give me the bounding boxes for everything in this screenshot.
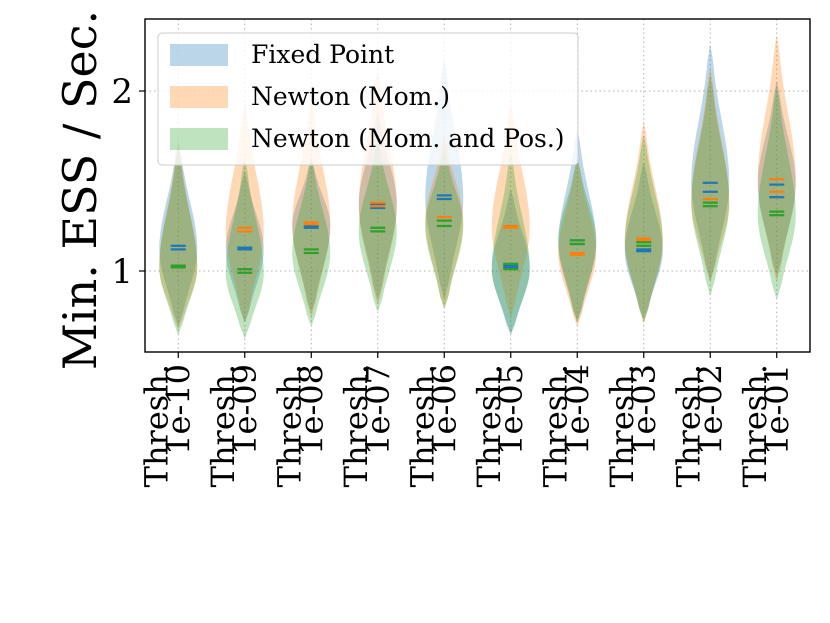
x-tick-label-line: Thresh. (204, 364, 242, 487)
violin-body (691, 76, 730, 295)
x-tick-label-text: Thresh.1e-03 (603, 364, 663, 487)
violin-body (358, 141, 397, 311)
plot-frame (144, 18, 811, 353)
x-axis: Thresh.1e-10 Thresh.1e-09 Thresh.1e-08 Thre… (137, 352, 796, 487)
x-tick-label: Thresh.1e-04 (536, 364, 596, 487)
legend-swatch (170, 128, 228, 150)
x-tick-label-line: Thresh. (470, 364, 508, 487)
violin-body (292, 159, 331, 311)
x-tick-label-line: 1e-01 (758, 364, 796, 455)
x-tick-label-text: Thresh.1e-10 (137, 364, 197, 487)
legend-label: Newton (Mom. and Pos.) (251, 124, 565, 153)
y-tick-label: 2 (111, 72, 133, 112)
legend-swatch (170, 44, 228, 66)
x-tick-label: Thresh.1e-06 (403, 364, 463, 487)
x-tick-label-line: 1e-10 (159, 364, 197, 455)
x-tick-label-line: 1e-09 (226, 364, 264, 455)
x-tick-label-line: 1e-02 (691, 364, 729, 455)
violin-body (159, 145, 198, 329)
x-tick-label-line: Thresh. (137, 364, 175, 487)
violin-body (624, 123, 663, 322)
violin-body (757, 37, 796, 280)
legend-label: Fixed Point (251, 40, 394, 69)
legend-label: Newton (Mom.) (251, 82, 450, 111)
x-tick-label: Thresh.1e-09 (204, 364, 264, 487)
x-tick-label-line: Thresh. (669, 364, 707, 487)
violin-body (159, 141, 198, 325)
violin-body (159, 148, 198, 334)
stat-layer (170, 178, 785, 274)
x-tick-label-text: Thresh.1e-07 (337, 364, 397, 487)
x-tick-label-text: Thresh.1e-06 (403, 364, 463, 487)
violin-body (425, 148, 464, 307)
x-tick-label: Thresh.1e-07 (337, 364, 397, 487)
legend-swatch (170, 86, 228, 108)
violin-body (491, 154, 530, 333)
x-tick-label-text: Thresh.1e-09 (204, 364, 264, 487)
x-tick-label: Thresh.1e-05 (470, 364, 530, 487)
violin-body (425, 60, 464, 299)
violin-body (624, 136, 663, 322)
x-tick-label-text: Thresh.1e-04 (536, 364, 596, 487)
x-tick-label-text: Thresh.1e-02 (669, 364, 729, 487)
x-tick-label-text: Thresh.1e-08 (270, 364, 330, 487)
x-tick-label: Thresh.1e-08 (270, 364, 330, 487)
legend: Fixed Point Newton (Mom.) Newton (Mom. and… (157, 32, 579, 166)
violin-body (691, 69, 730, 281)
violin-body (225, 105, 264, 322)
violin-body (292, 100, 331, 316)
violin-body (491, 190, 530, 334)
violin-series-1 (159, 37, 796, 329)
x-tick-label: Thresh.1e-02 (669, 364, 729, 487)
violin-body (292, 159, 331, 325)
y-axis: 12 (111, 72, 145, 292)
x-tick-label-line: 1e-05 (492, 364, 530, 455)
x-tick-label-line: 1e-08 (292, 364, 330, 455)
y-tick-label: 1 (111, 252, 133, 292)
x-tick-label-line: 1e-04 (558, 364, 596, 455)
x-tick-label-line: Thresh. (736, 364, 774, 487)
x-tick-label-text: Thresh.1e-05 (470, 364, 530, 487)
x-tick-label: Thresh.1e-01 (736, 364, 796, 487)
x-tick-label: Thresh.1e-10 (137, 364, 197, 487)
x-tick-label-line: Thresh. (536, 364, 574, 487)
x-tick-label-line: Thresh. (337, 364, 375, 487)
violin-body (491, 105, 530, 317)
x-tick-label-line: 1e-03 (625, 364, 663, 455)
x-tick-label-line: Thresh. (403, 364, 441, 487)
legend-box (157, 32, 579, 166)
x-tick-label-line: 1e-06 (425, 364, 463, 455)
violin-body (691, 46, 730, 280)
x-tick-label-line: Thresh. (270, 364, 308, 487)
violin-body (558, 159, 597, 325)
violin-body (558, 130, 597, 322)
violin-body (358, 73, 397, 304)
y-axis-label: Min. ESS / Sec. (53, 10, 107, 370)
x-tick-label: Thresh.1e-03 (603, 364, 663, 487)
x-tick-label-line: 1e-07 (359, 364, 397, 455)
x-tick-label-line: Thresh. (603, 364, 641, 487)
x-tick-label-text: Thresh.1e-01 (736, 364, 796, 487)
